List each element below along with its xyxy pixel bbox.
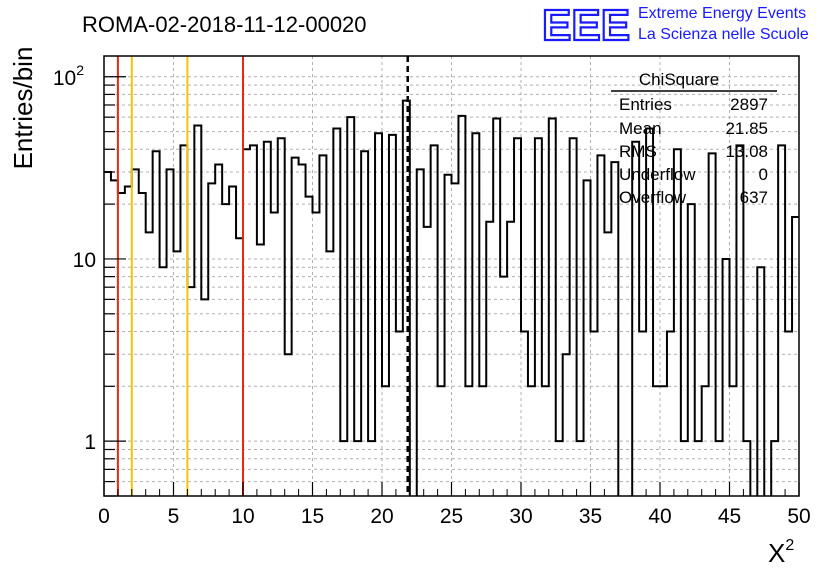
histogram-bin: [486, 222, 493, 496]
histogram-bin: [257, 245, 264, 496]
histogram-bin: [153, 151, 160, 496]
x-tick-label: 35: [579, 505, 602, 528]
eee-logo-mark: EEE: [542, 1, 630, 50]
histogram-bin: [389, 135, 396, 496]
x-tick-label: 30: [509, 505, 532, 528]
y-tick-label: 1: [84, 431, 96, 454]
histogram-bin: [146, 232, 153, 496]
histogram-bin: [222, 204, 229, 496]
histogram-bin: [243, 149, 250, 496]
histogram-bin: [493, 119, 500, 496]
stats-value-entries: 2897: [730, 95, 768, 114]
histogram-bin: [285, 354, 292, 496]
histogram-bin: [604, 232, 611, 496]
x-tick-label: 0: [98, 505, 110, 528]
x-tick-label: 5: [168, 505, 180, 528]
histogram-bin: [570, 138, 577, 496]
y-tick-label: 10: [73, 249, 96, 272]
histogram-bin: [347, 117, 354, 496]
stats-label-entries: Entries: [619, 95, 672, 114]
histogram-bin: [160, 267, 167, 496]
histogram-bin: [306, 197, 313, 496]
histogram-bin: [535, 138, 542, 496]
histogram-bin: [111, 180, 118, 496]
histogram-bin: [201, 299, 208, 496]
histogram-bin: [445, 175, 452, 496]
histogram-bin: [723, 259, 730, 496]
histogram-bin: [264, 142, 271, 496]
y-axis-title: Entries/bin: [8, 47, 38, 170]
histogram-bin: [514, 138, 521, 496]
histogram-bin: [584, 180, 591, 496]
x-axis-title-base: X: [768, 538, 785, 568]
axis-ticks: 0 5 10 15 20 25 30 35 40 45 50 1 10 102: [53, 62, 811, 528]
stats-title: ChiSquare: [639, 70, 719, 89]
histogram-bin: [611, 162, 618, 496]
x-tick-label: 15: [301, 505, 324, 528]
y-tick-label: 102: [53, 62, 84, 90]
histogram-bin: [597, 155, 604, 496]
histogram-bin: [785, 331, 792, 496]
histogram-bin: [215, 164, 222, 496]
histogram-bin: [521, 331, 528, 496]
histogram-bin: [104, 172, 111, 496]
histogram-bin: [319, 155, 326, 496]
x-axis-title: X2: [768, 537, 794, 568]
eee-logo-line1: Extreme Energy Events: [638, 5, 806, 22]
histogram-bin: [180, 145, 187, 496]
histogram-bin: [688, 204, 695, 496]
stats-label-overflow: Overflow: [619, 188, 687, 207]
histogram-bin: [361, 151, 368, 496]
histogram-bin: [458, 116, 465, 496]
x-tick-label: 25: [440, 505, 463, 528]
x-tick-label: 45: [718, 505, 741, 528]
x-tick-label: 50: [787, 505, 810, 528]
histogram-bin: [167, 169, 174, 496]
stats-value-mean: 21.85: [725, 119, 768, 138]
histogram-bin: [563, 354, 570, 496]
histogram-bin: [299, 164, 306, 496]
x-tick-label: 10: [231, 505, 254, 528]
stats-label-underflow: Underflow: [619, 165, 696, 184]
histogram-bin: [187, 287, 194, 496]
histogram-bars: [104, 99, 799, 496]
histogram-bin: [431, 145, 438, 496]
histogram-bin: [174, 251, 181, 496]
histogram-bin: [507, 222, 514, 496]
histogram-bin: [132, 169, 139, 496]
histogram-bin: [639, 331, 646, 496]
chart-title: ROMA-02-2018-11-12-00020: [82, 12, 367, 37]
histogram-bin: [396, 331, 403, 496]
histogram-bin: [667, 331, 674, 496]
stats-box: ChiSquare Entries 2897 Mean 21.85 RMS 13…: [611, 70, 777, 207]
x-tick-label: 20: [370, 505, 393, 528]
stats-value-underflow: 0: [759, 165, 768, 184]
x-tick-label: 40: [648, 505, 671, 528]
histogram-bin: [139, 193, 146, 496]
x-axis-title-sup: 2: [785, 537, 794, 554]
stats-value-overflow: 637: [740, 188, 768, 207]
eee-logo-line2: La Scienza nelle Scuole: [638, 26, 809, 43]
histogram-bin: [250, 145, 257, 496]
histogram-bin: [778, 145, 785, 496]
marker-lines: [116, 56, 409, 496]
histogram-bin: [326, 251, 333, 496]
histogram-bin: [591, 331, 598, 496]
stats-label-rms: RMS: [619, 142, 657, 161]
histogram-bin: [709, 153, 716, 496]
stats-value-rms: 13.08: [725, 142, 768, 161]
histogram-bin: [194, 126, 201, 496]
histogram-bin: [118, 193, 125, 496]
histogram-bin: [757, 267, 764, 496]
grid-lines: [104, 56, 799, 497]
histogram-bin: [417, 169, 424, 496]
histogram-bin: [292, 158, 299, 496]
histogram-bin: [549, 119, 556, 496]
histogram-outline: [104, 99, 799, 496]
stats-label-mean: Mean: [619, 119, 662, 138]
histogram-bin: [278, 138, 285, 496]
